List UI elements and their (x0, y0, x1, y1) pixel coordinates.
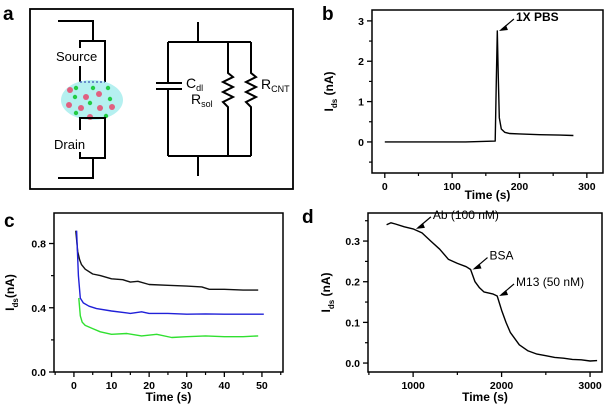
panel-label-a: a (3, 4, 14, 25)
x-tick-label: 40 (218, 380, 230, 392)
source-electrode (79, 40, 106, 82)
x-tick-label: 1000 (401, 380, 425, 392)
y-tick-label: 0 (358, 137, 364, 149)
arrowhead-icon (499, 289, 509, 296)
x-tick-label: 100 (443, 181, 461, 193)
y-tick-label: 0.1 (345, 317, 360, 329)
x-tick-label: 2000 (490, 380, 514, 392)
x-tick-label: 20 (143, 380, 155, 392)
y-tick-label: 3 (358, 16, 364, 28)
y-axis-label: Ids(nA) (3, 274, 20, 311)
x-axis-label: Time (s) (465, 188, 511, 202)
drain-label: Drain (54, 137, 85, 152)
drain-electrode (79, 117, 106, 159)
y-tick-label: 0.0 (31, 367, 46, 379)
x-axis-label: Time (s) (146, 390, 192, 404)
x-tick-label: 200 (511, 181, 529, 193)
source-wire (58, 20, 94, 41)
y-axis-label: Ids (nA) (319, 272, 336, 312)
y-tick-label: 2 (358, 56, 364, 68)
x-tick-label: 50 (256, 380, 268, 392)
panel-label-b: b (322, 4, 334, 25)
annotation-label: M13 (50 nM) (516, 275, 584, 289)
chart-b: 0 100 200 300 0 1 2 3 Time (s) Ids (nA) 1X PBS (322, 9, 604, 202)
diagram-frame (29, 8, 294, 190)
y-tick-label: 0.2 (345, 277, 360, 289)
series-line-1 (384, 30, 574, 143)
x-tick-label: 30 (181, 380, 193, 392)
resistor-rcnt (243, 42, 259, 156)
plot-frame (367, 212, 603, 373)
series-line-1 (75, 230, 259, 291)
arrowhead-icon (498, 24, 508, 31)
plot-frame (371, 9, 604, 174)
device-schematic (58, 20, 123, 179)
equivalent-circuit (156, 22, 259, 176)
annotation-label: Ab (100 nM) (433, 208, 499, 222)
y-axis-label: Ids (nA) (322, 71, 339, 111)
plot-frame (53, 212, 284, 373)
rsol-label: Rsol (191, 91, 213, 109)
y-tick-label: 0.4 (31, 303, 46, 315)
x-tick-label: 0 (382, 181, 388, 193)
annotation-label: BSA (490, 249, 514, 263)
rcnt-label: RCNT (261, 76, 290, 94)
droplet (61, 80, 123, 120)
x-tick-label: 300 (578, 181, 596, 193)
drain-wire (58, 158, 94, 179)
y-tick-label: 0.3 (345, 236, 360, 248)
x-tick-label: 3000 (578, 380, 602, 392)
series-line-1 (386, 222, 598, 362)
cdl-label: Cdl (186, 75, 203, 93)
source-label: Source (56, 49, 97, 64)
series-line-3 (78, 298, 259, 339)
chart-d: 1000 2000 3000 0.0 0.1 0.2 0.3 Time (s) Ids (nA)… (319, 208, 603, 404)
x-tick-label: 0 (71, 380, 77, 392)
panel-a-diagram (29, 8, 294, 190)
y-tick-label: 1 (358, 97, 364, 109)
annotation-label: 1X PBS (516, 10, 559, 24)
y-tick-label: 0.8 (31, 239, 46, 251)
arrowhead-icon (415, 222, 425, 229)
resistor-rsol (220, 42, 236, 156)
panel-label-d: d (302, 207, 314, 228)
arrowhead-icon (472, 263, 482, 270)
series-line-2 (75, 230, 264, 315)
x-axis-label: Time (s) (462, 390, 508, 404)
chart-c: 0 10 20 30 40 50 0.0 0.4 0.8 Time (s) Ids(nA) (3, 212, 284, 404)
x-tick-label: 10 (106, 380, 118, 392)
panel-label-c: c (4, 211, 15, 232)
y-tick-label: 0.0 (345, 358, 360, 370)
